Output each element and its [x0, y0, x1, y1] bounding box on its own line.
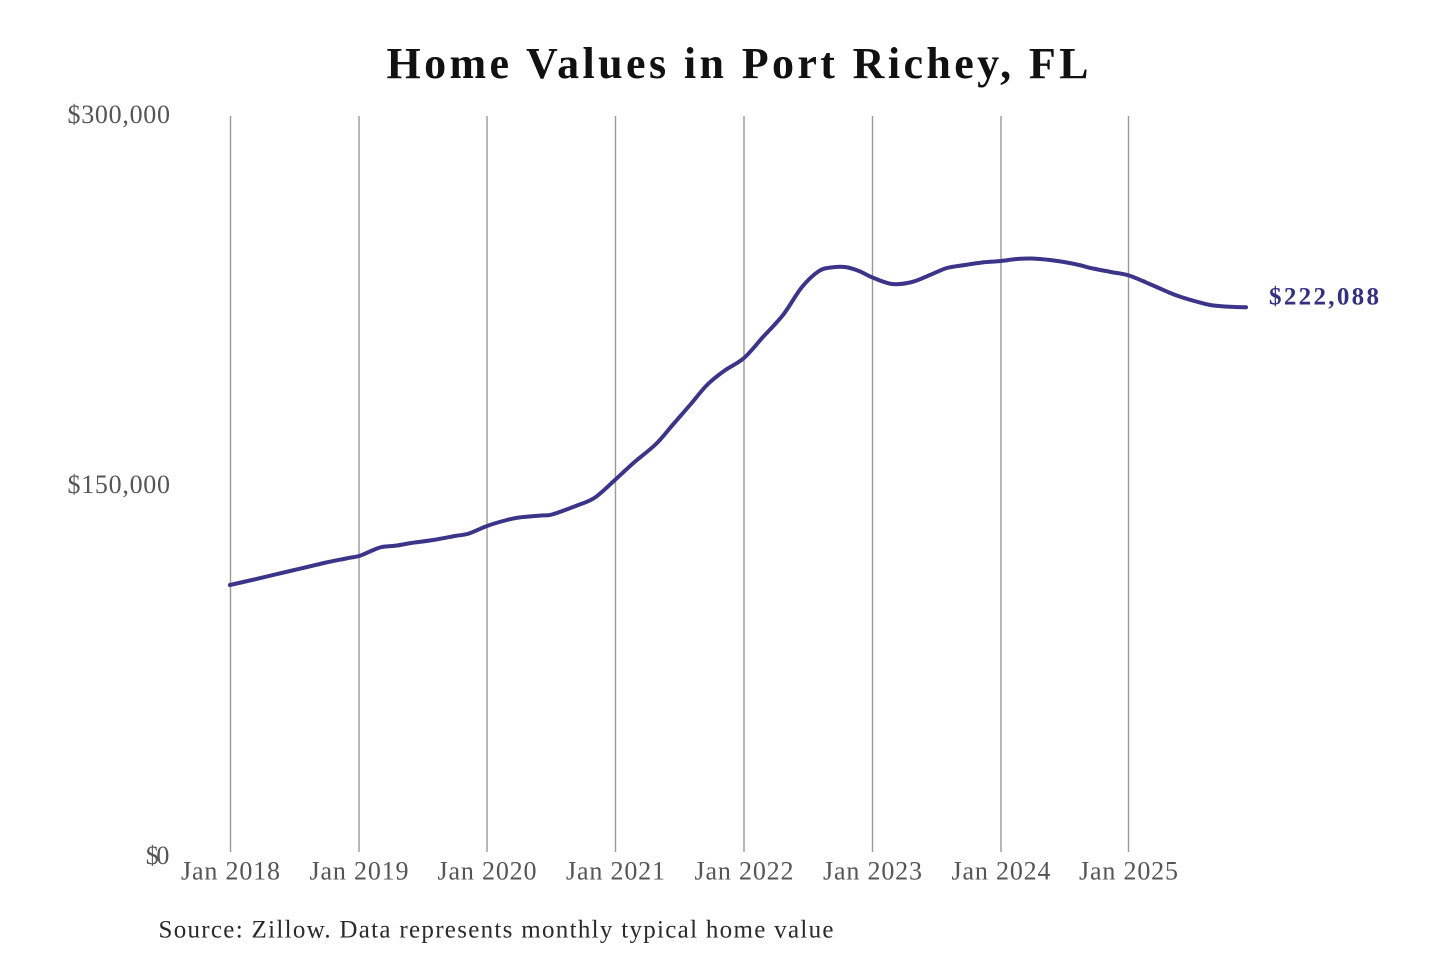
svg-text:$300,000: $300,000 — [68, 100, 171, 129]
svg-text:Jan 2018: Jan 2018 — [181, 857, 280, 886]
svg-text:$150,000: $150,000 — [68, 470, 171, 499]
svg-text:Jan 2025: Jan 2025 — [1079, 857, 1178, 886]
svg-text:Jan 2023: Jan 2023 — [823, 857, 922, 886]
svg-text:Jan 2020: Jan 2020 — [438, 857, 537, 886]
svg-text:Jan 2024: Jan 2024 — [952, 857, 1051, 886]
svg-text:$0: $0 — [146, 841, 170, 870]
svg-text:Source: Zillow. Data represent: Source: Zillow. Data represents monthly … — [159, 917, 834, 944]
svg-text:Jan 2022: Jan 2022 — [695, 857, 794, 886]
svg-text:Home Values in Port Richey, FL: Home Values in Port Richey, FL — [387, 39, 1089, 88]
svg-text:Jan 2019: Jan 2019 — [310, 857, 409, 886]
svg-text:$222,088: $222,088 — [1269, 284, 1379, 311]
svg-text:Jan 2021: Jan 2021 — [566, 857, 665, 886]
